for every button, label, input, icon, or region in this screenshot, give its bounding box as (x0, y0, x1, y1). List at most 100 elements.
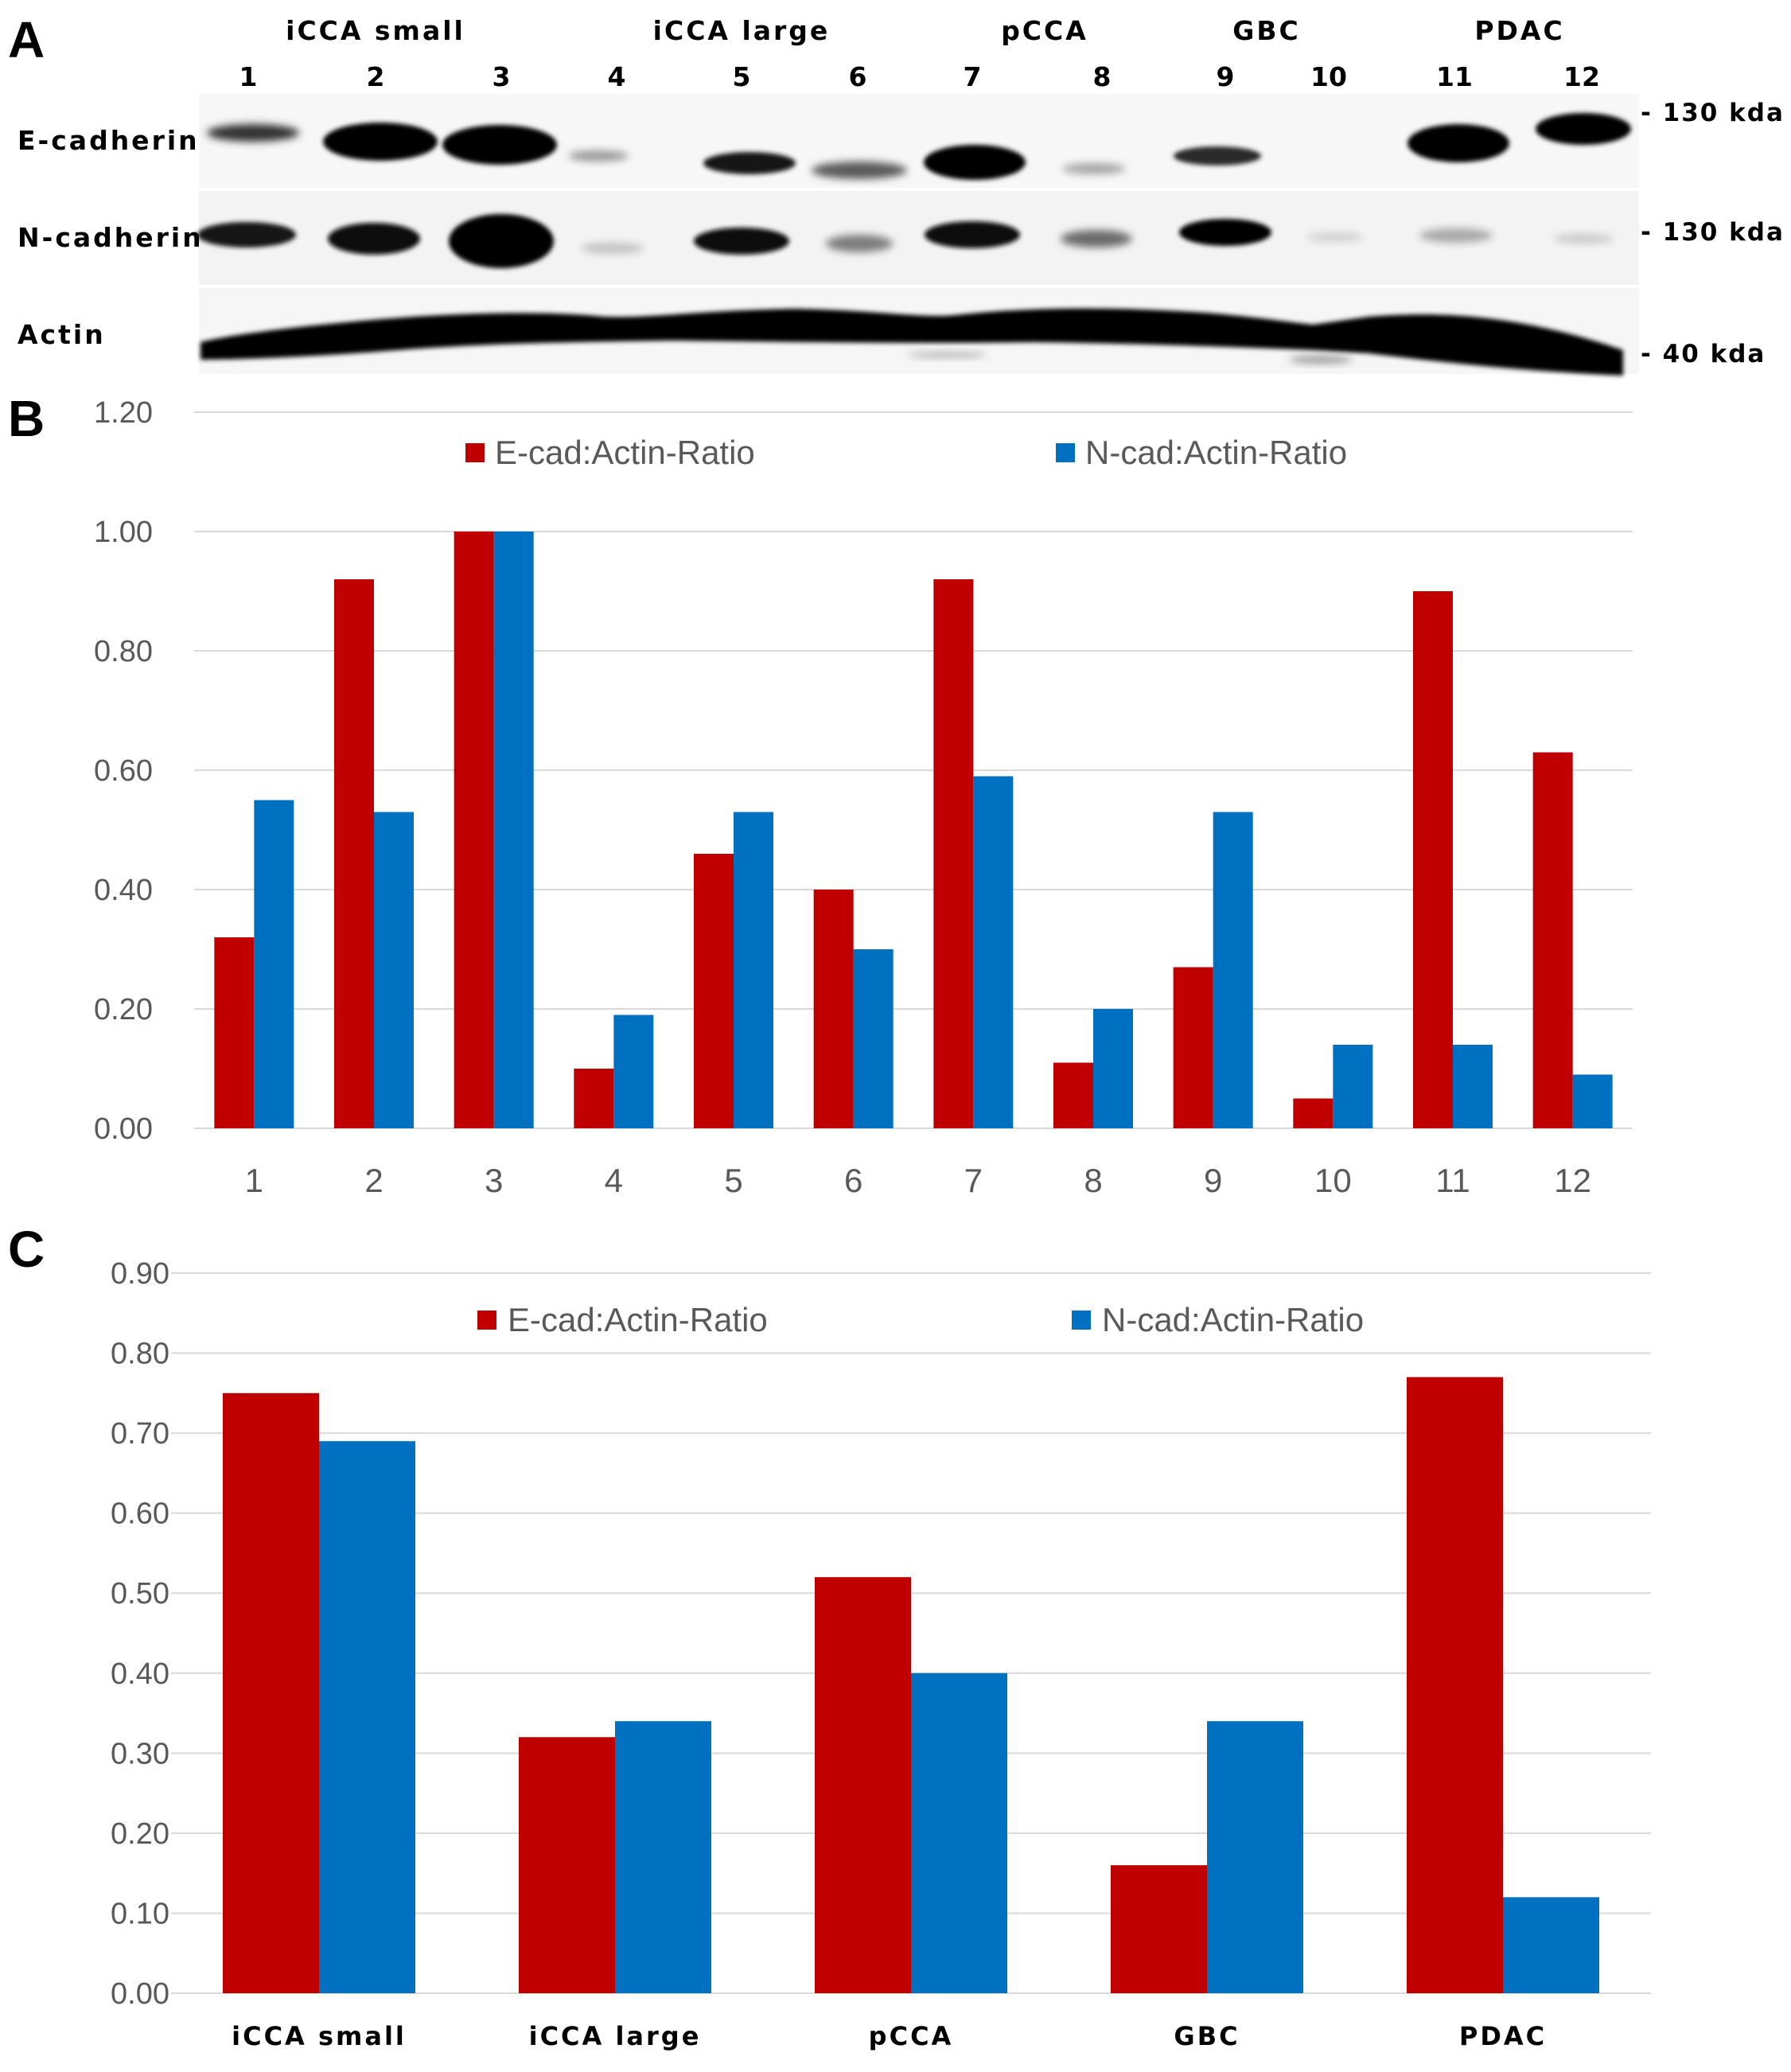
blot-band (1419, 228, 1493, 243)
bar-e-cad (1413, 591, 1453, 1128)
bar-n-cad (853, 949, 894, 1128)
blot-row-label: Actin (18, 319, 106, 350)
bar-e-cad (813, 890, 854, 1128)
size-marker: - 130 kda (1641, 99, 1785, 127)
chart-c-y-axis: 0.00 0.10 0.20 0.30 0.40 0.50 0.60 0.70 0.80 0.90 (111, 1257, 169, 2011)
blot-row-label: E-cadherin (18, 125, 200, 156)
bar-n-cad (1093, 1009, 1133, 1128)
blot-band (694, 228, 789, 255)
bar-e-cad (815, 1577, 911, 1993)
bar-n-cad (613, 1015, 654, 1128)
blot-band (812, 162, 907, 179)
bar-n-cad (615, 1721, 711, 1993)
bar-n-cad (1333, 1045, 1373, 1128)
lane-number: 4 (608, 61, 626, 92)
bar-n-cad (374, 812, 414, 1128)
lane-number: 11 (1436, 61, 1473, 92)
legend-label-n-cad: N-cad:Actin-Ratio (1102, 1301, 1364, 1338)
lane-number: 5 (733, 61, 751, 92)
blot-band (1536, 113, 1631, 145)
bar-e-cad (1293, 1098, 1334, 1128)
bar-n-cad (1213, 812, 1253, 1128)
bar-n-cad (254, 800, 294, 1128)
lane-number: 3 (493, 61, 511, 92)
blot-group-label: iCCA small (286, 15, 465, 46)
bar-e-cad (519, 1737, 615, 1993)
lane-number: 6 (849, 61, 867, 92)
lane-number: 12 (1563, 61, 1600, 92)
blot-lane-numbers: 1 2 3 4 5 6 7 8 9 10 11 12 (239, 61, 1600, 92)
legend-label-e-cad: E-cad:Actin-Ratio (508, 1301, 768, 1338)
lane-number: 8 (1093, 61, 1112, 92)
y-tick-label: 0.20 (94, 993, 153, 1026)
y-tick-label: 1.00 (94, 516, 153, 549)
chart-b-x-axis: 1 2 3 4 5 6 7 8 9 10 11 12 (245, 1162, 1591, 1199)
blot-bands-e-cadherin (207, 113, 1631, 180)
blot-band (907, 352, 987, 358)
bar-e-cad (223, 1392, 319, 1993)
blot-band (1174, 146, 1261, 166)
lane-number: 1 (239, 61, 258, 92)
x-tick-label: 3 (485, 1162, 503, 1199)
panel-label-a: A (8, 11, 45, 68)
bar-e-cad (1111, 1865, 1207, 1993)
x-tick-label: 8 (1084, 1162, 1102, 1199)
blot-group-label: PDAC (1474, 15, 1564, 46)
chart-b-bars (214, 532, 1613, 1128)
blot-band (1306, 232, 1364, 242)
y-tick-label: 0.40 (111, 1657, 169, 1691)
bar-e-cad (454, 532, 494, 1128)
x-tick-label: 9 (1204, 1162, 1222, 1199)
blot-band (924, 145, 1026, 180)
x-tick-label: 6 (844, 1162, 862, 1199)
x-tick-label: pCCA (869, 2021, 954, 2051)
legend-label-e-cad: E-cad:Actin-Ratio (495, 434, 755, 471)
x-tick-label: iCCA large (529, 2021, 702, 2051)
bar-e-cad (694, 854, 734, 1128)
blot-band (703, 152, 796, 174)
legend-label-n-cad: N-cad:Actin-Ratio (1085, 434, 1347, 471)
blot-band (925, 221, 1020, 248)
blot-strip-n-cadherin (199, 191, 1639, 285)
western-blot: iCCA small iCCA large pCCA GBC PDAC 1 2 … (18, 15, 1785, 376)
y-tick-label: 0.60 (94, 754, 153, 788)
lane-number: 10 (1310, 61, 1347, 92)
blot-bands-actin (201, 308, 1623, 376)
lane-number: 7 (964, 61, 982, 92)
x-tick-label: 12 (1554, 1162, 1591, 1199)
blot-band (568, 150, 629, 162)
lane-number: 9 (1217, 61, 1235, 92)
blot-group-label: iCCA large (653, 15, 831, 46)
bar-n-cad (493, 532, 534, 1128)
bar-e-cad (574, 1069, 614, 1128)
bar-n-cad (734, 812, 773, 1128)
blot-group-label: GBC (1232, 15, 1300, 46)
blot-group-label: pCCA (1001, 15, 1088, 46)
blot-band (1179, 219, 1271, 246)
bar-e-cad (1407, 1377, 1503, 1993)
bar-e-cad (1173, 967, 1213, 1128)
x-tick-label: 11 (1435, 1162, 1470, 1199)
x-tick-label: PDAC (1459, 2021, 1547, 2051)
size-marker: - 130 kda (1641, 218, 1785, 247)
x-tick-label: 10 (1314, 1162, 1352, 1199)
x-tick-label: 4 (605, 1162, 623, 1199)
chart-b-y-axis: 0.00 0.20 0.40 0.60 0.80 1.00 1.20 (94, 396, 153, 1146)
y-tick-label: 0.70 (111, 1417, 169, 1451)
x-tick-label: 1 (245, 1162, 263, 1199)
y-tick-label: 0.30 (111, 1737, 169, 1770)
y-tick-label: 0.80 (111, 1338, 169, 1371)
y-tick-label: 0.60 (111, 1498, 169, 1531)
chart-b-gridlines (194, 411, 1633, 1129)
bar-n-cad (911, 1673, 1007, 1993)
bar-e-cad (1053, 1062, 1093, 1128)
blot-band (826, 235, 893, 252)
lane-number: 2 (367, 61, 385, 92)
chart-b-legend: E-cad:Actin-Ratio N-cad:Actin-Ratio (465, 434, 1347, 471)
bar-e-cad (933, 579, 974, 1128)
blot-band (442, 125, 557, 165)
blot-band (1061, 230, 1132, 247)
bar-n-cad (1207, 1721, 1303, 1993)
chart-c-x-axis: iCCA small iCCA large pCCA GBC PDAC (232, 2021, 1547, 2051)
